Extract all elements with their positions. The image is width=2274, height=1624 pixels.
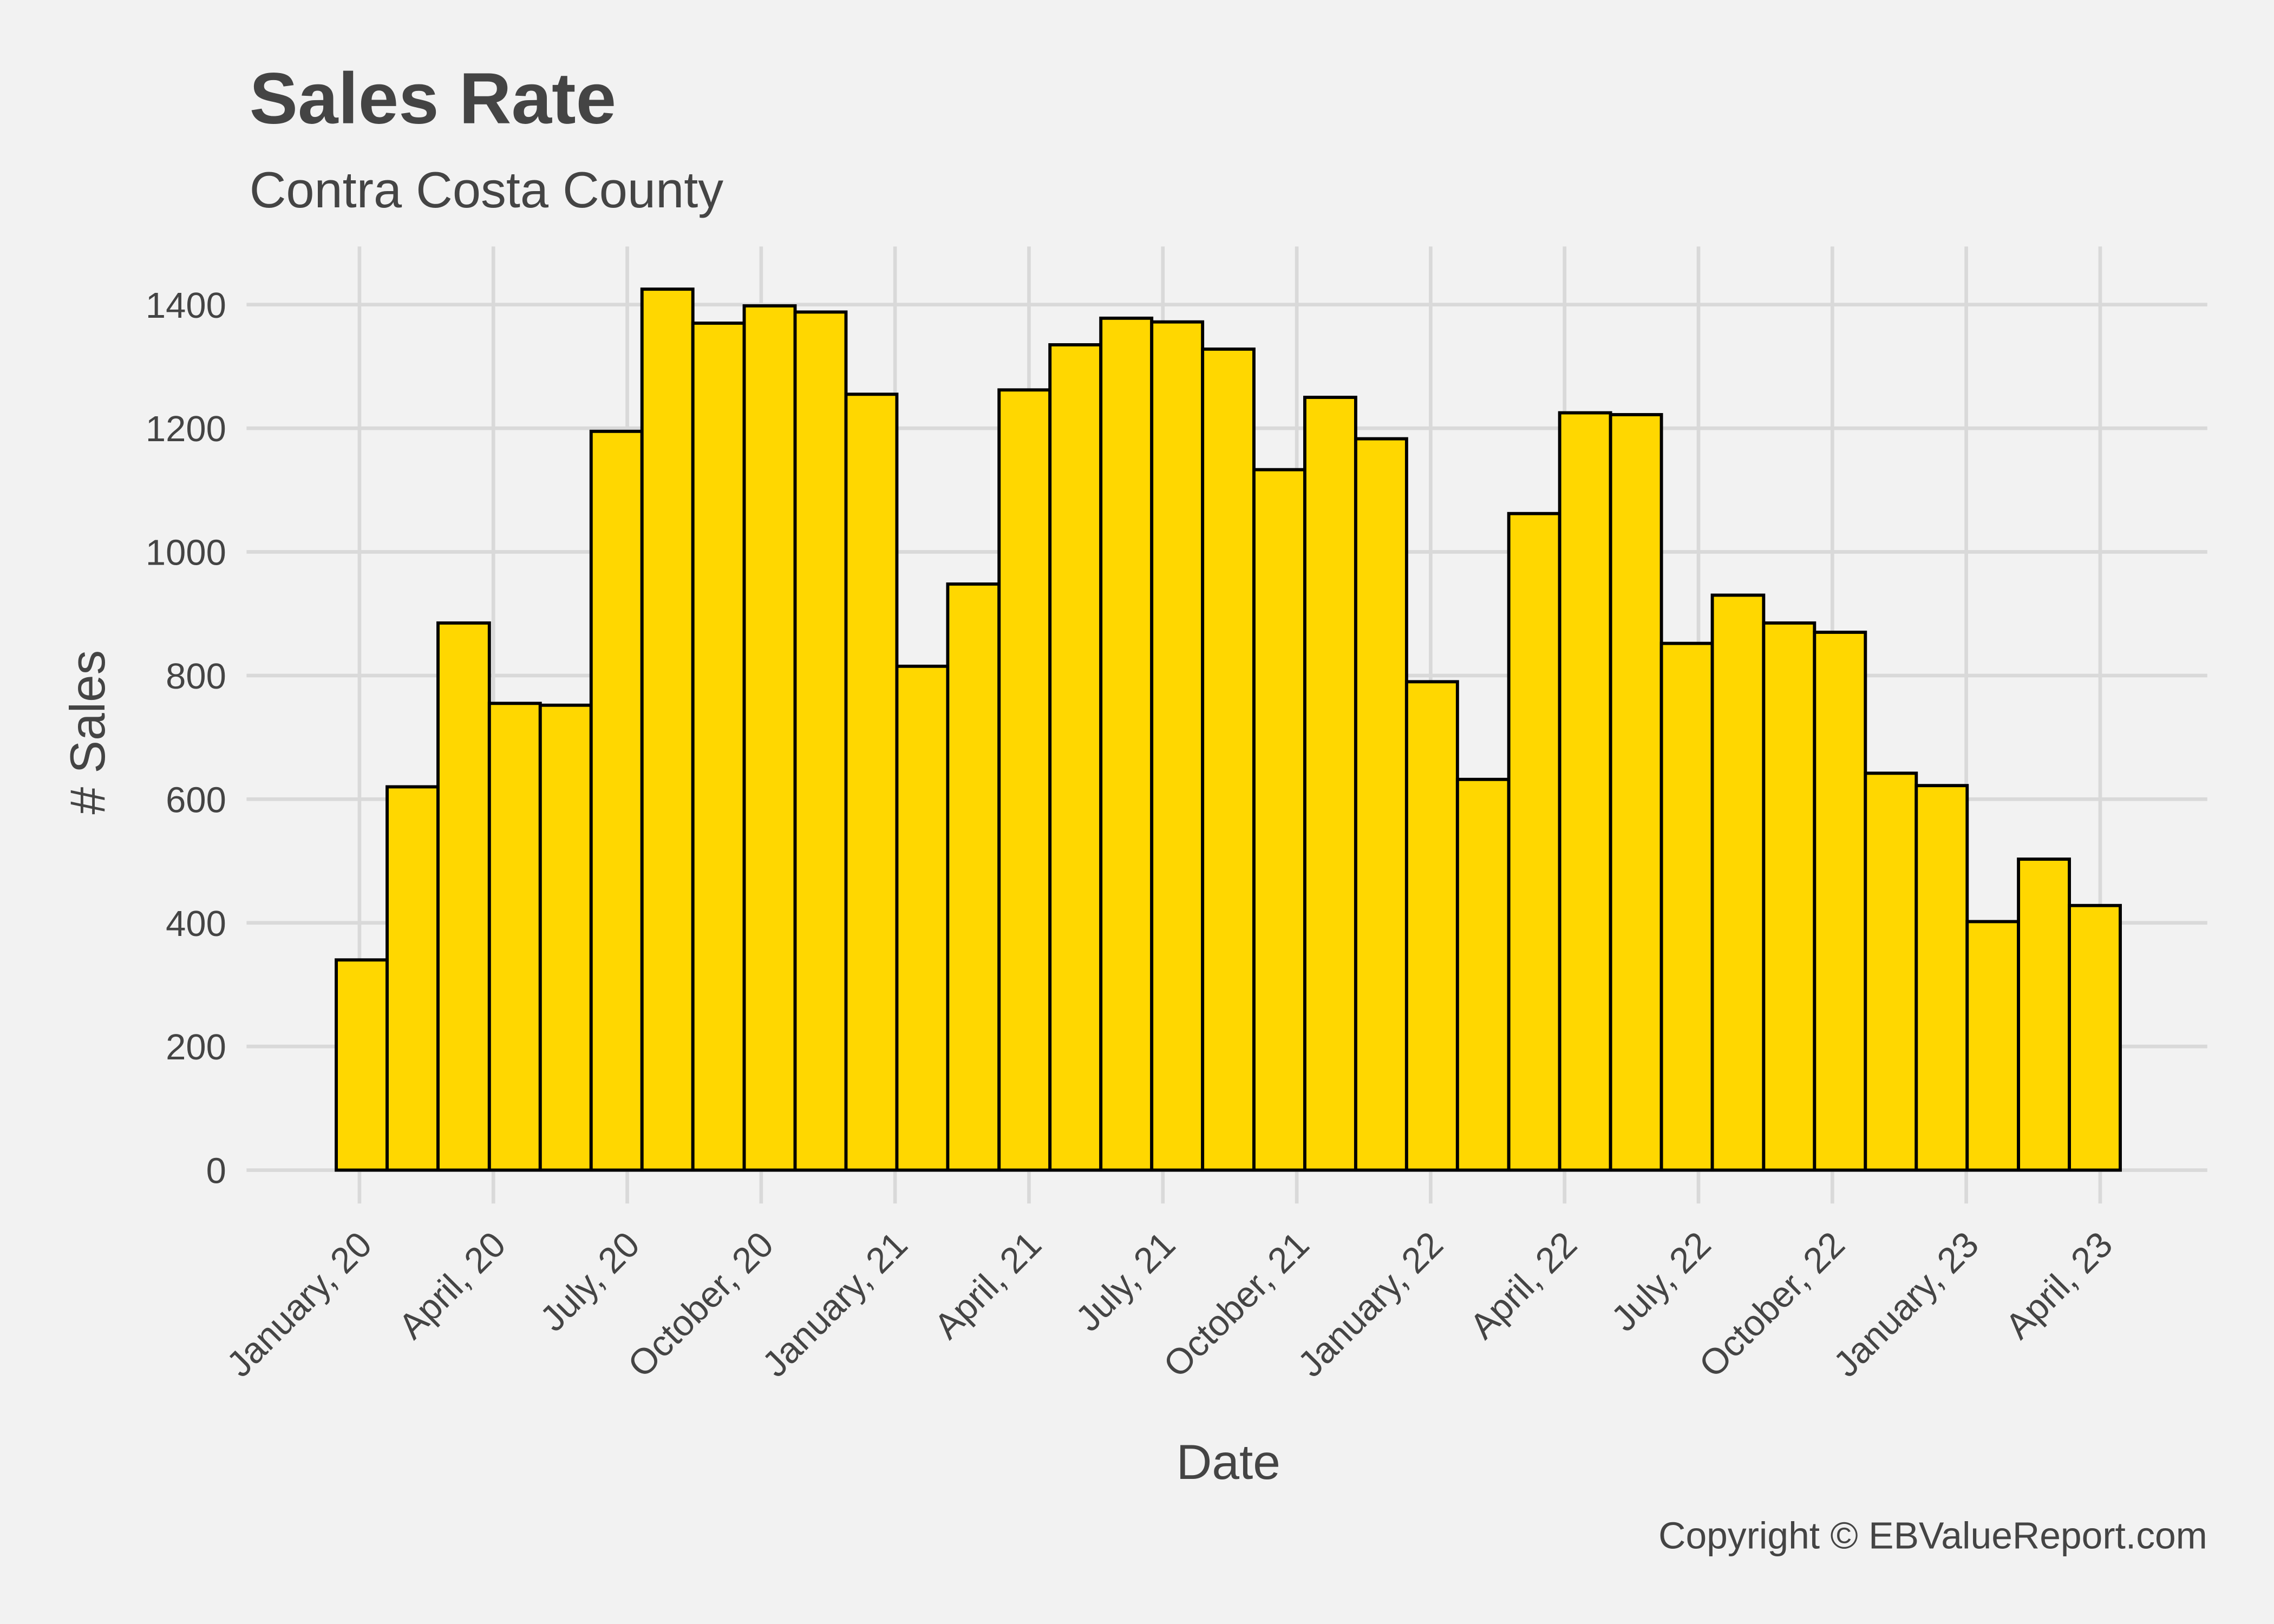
bar bbox=[1558, 411, 1612, 1172]
bar bbox=[335, 958, 389, 1172]
bar bbox=[1965, 920, 2021, 1172]
bar bbox=[1659, 641, 1714, 1172]
bar bbox=[1710, 593, 1766, 1172]
y-tick-label: 800 bbox=[166, 656, 226, 697]
y-tick-label: 600 bbox=[166, 780, 226, 820]
bar bbox=[2068, 903, 2122, 1172]
y-tick-label: 1400 bbox=[146, 285, 226, 326]
y-tick-label: 200 bbox=[166, 1027, 226, 1068]
bar bbox=[1150, 320, 1205, 1172]
bar bbox=[1201, 347, 1256, 1172]
bar bbox=[1609, 413, 1663, 1172]
bar bbox=[589, 429, 644, 1172]
bar bbox=[385, 785, 440, 1172]
bar bbox=[2017, 857, 2072, 1172]
bar bbox=[1507, 512, 1561, 1172]
bar bbox=[436, 621, 491, 1172]
bar bbox=[1303, 396, 1357, 1172]
bar bbox=[1099, 316, 1154, 1172]
bar bbox=[1864, 771, 1918, 1172]
bar bbox=[691, 322, 746, 1172]
bar bbox=[1455, 777, 1511, 1172]
bar bbox=[538, 703, 593, 1172]
bar bbox=[1404, 680, 1459, 1172]
y-tick-label: 0 bbox=[206, 1151, 226, 1191]
x-axis-title: Date bbox=[1177, 1435, 1280, 1490]
bar bbox=[1813, 631, 1867, 1172]
y-axis-title: # Sales bbox=[61, 650, 115, 815]
chart-subtitle: Contra Costa County bbox=[250, 161, 724, 218]
chart-title: Sales Rate bbox=[250, 58, 616, 139]
y-tick-label: 1000 bbox=[146, 533, 226, 573]
bar bbox=[487, 702, 542, 1172]
bar bbox=[997, 388, 1052, 1172]
bar bbox=[1762, 621, 1816, 1172]
bar bbox=[1252, 468, 1306, 1172]
bar bbox=[793, 310, 848, 1172]
y-tick-label: 1200 bbox=[146, 409, 226, 449]
bar bbox=[1048, 343, 1103, 1172]
caption: Copyright © EBValueReport.com bbox=[1658, 1515, 2207, 1557]
y-tick-label: 400 bbox=[166, 903, 226, 944]
bar bbox=[742, 304, 797, 1172]
bar bbox=[640, 287, 695, 1172]
bar bbox=[946, 582, 1001, 1172]
bar bbox=[895, 664, 950, 1172]
bar bbox=[1914, 784, 1969, 1172]
bar bbox=[844, 392, 899, 1172]
bar bbox=[1354, 437, 1408, 1172]
